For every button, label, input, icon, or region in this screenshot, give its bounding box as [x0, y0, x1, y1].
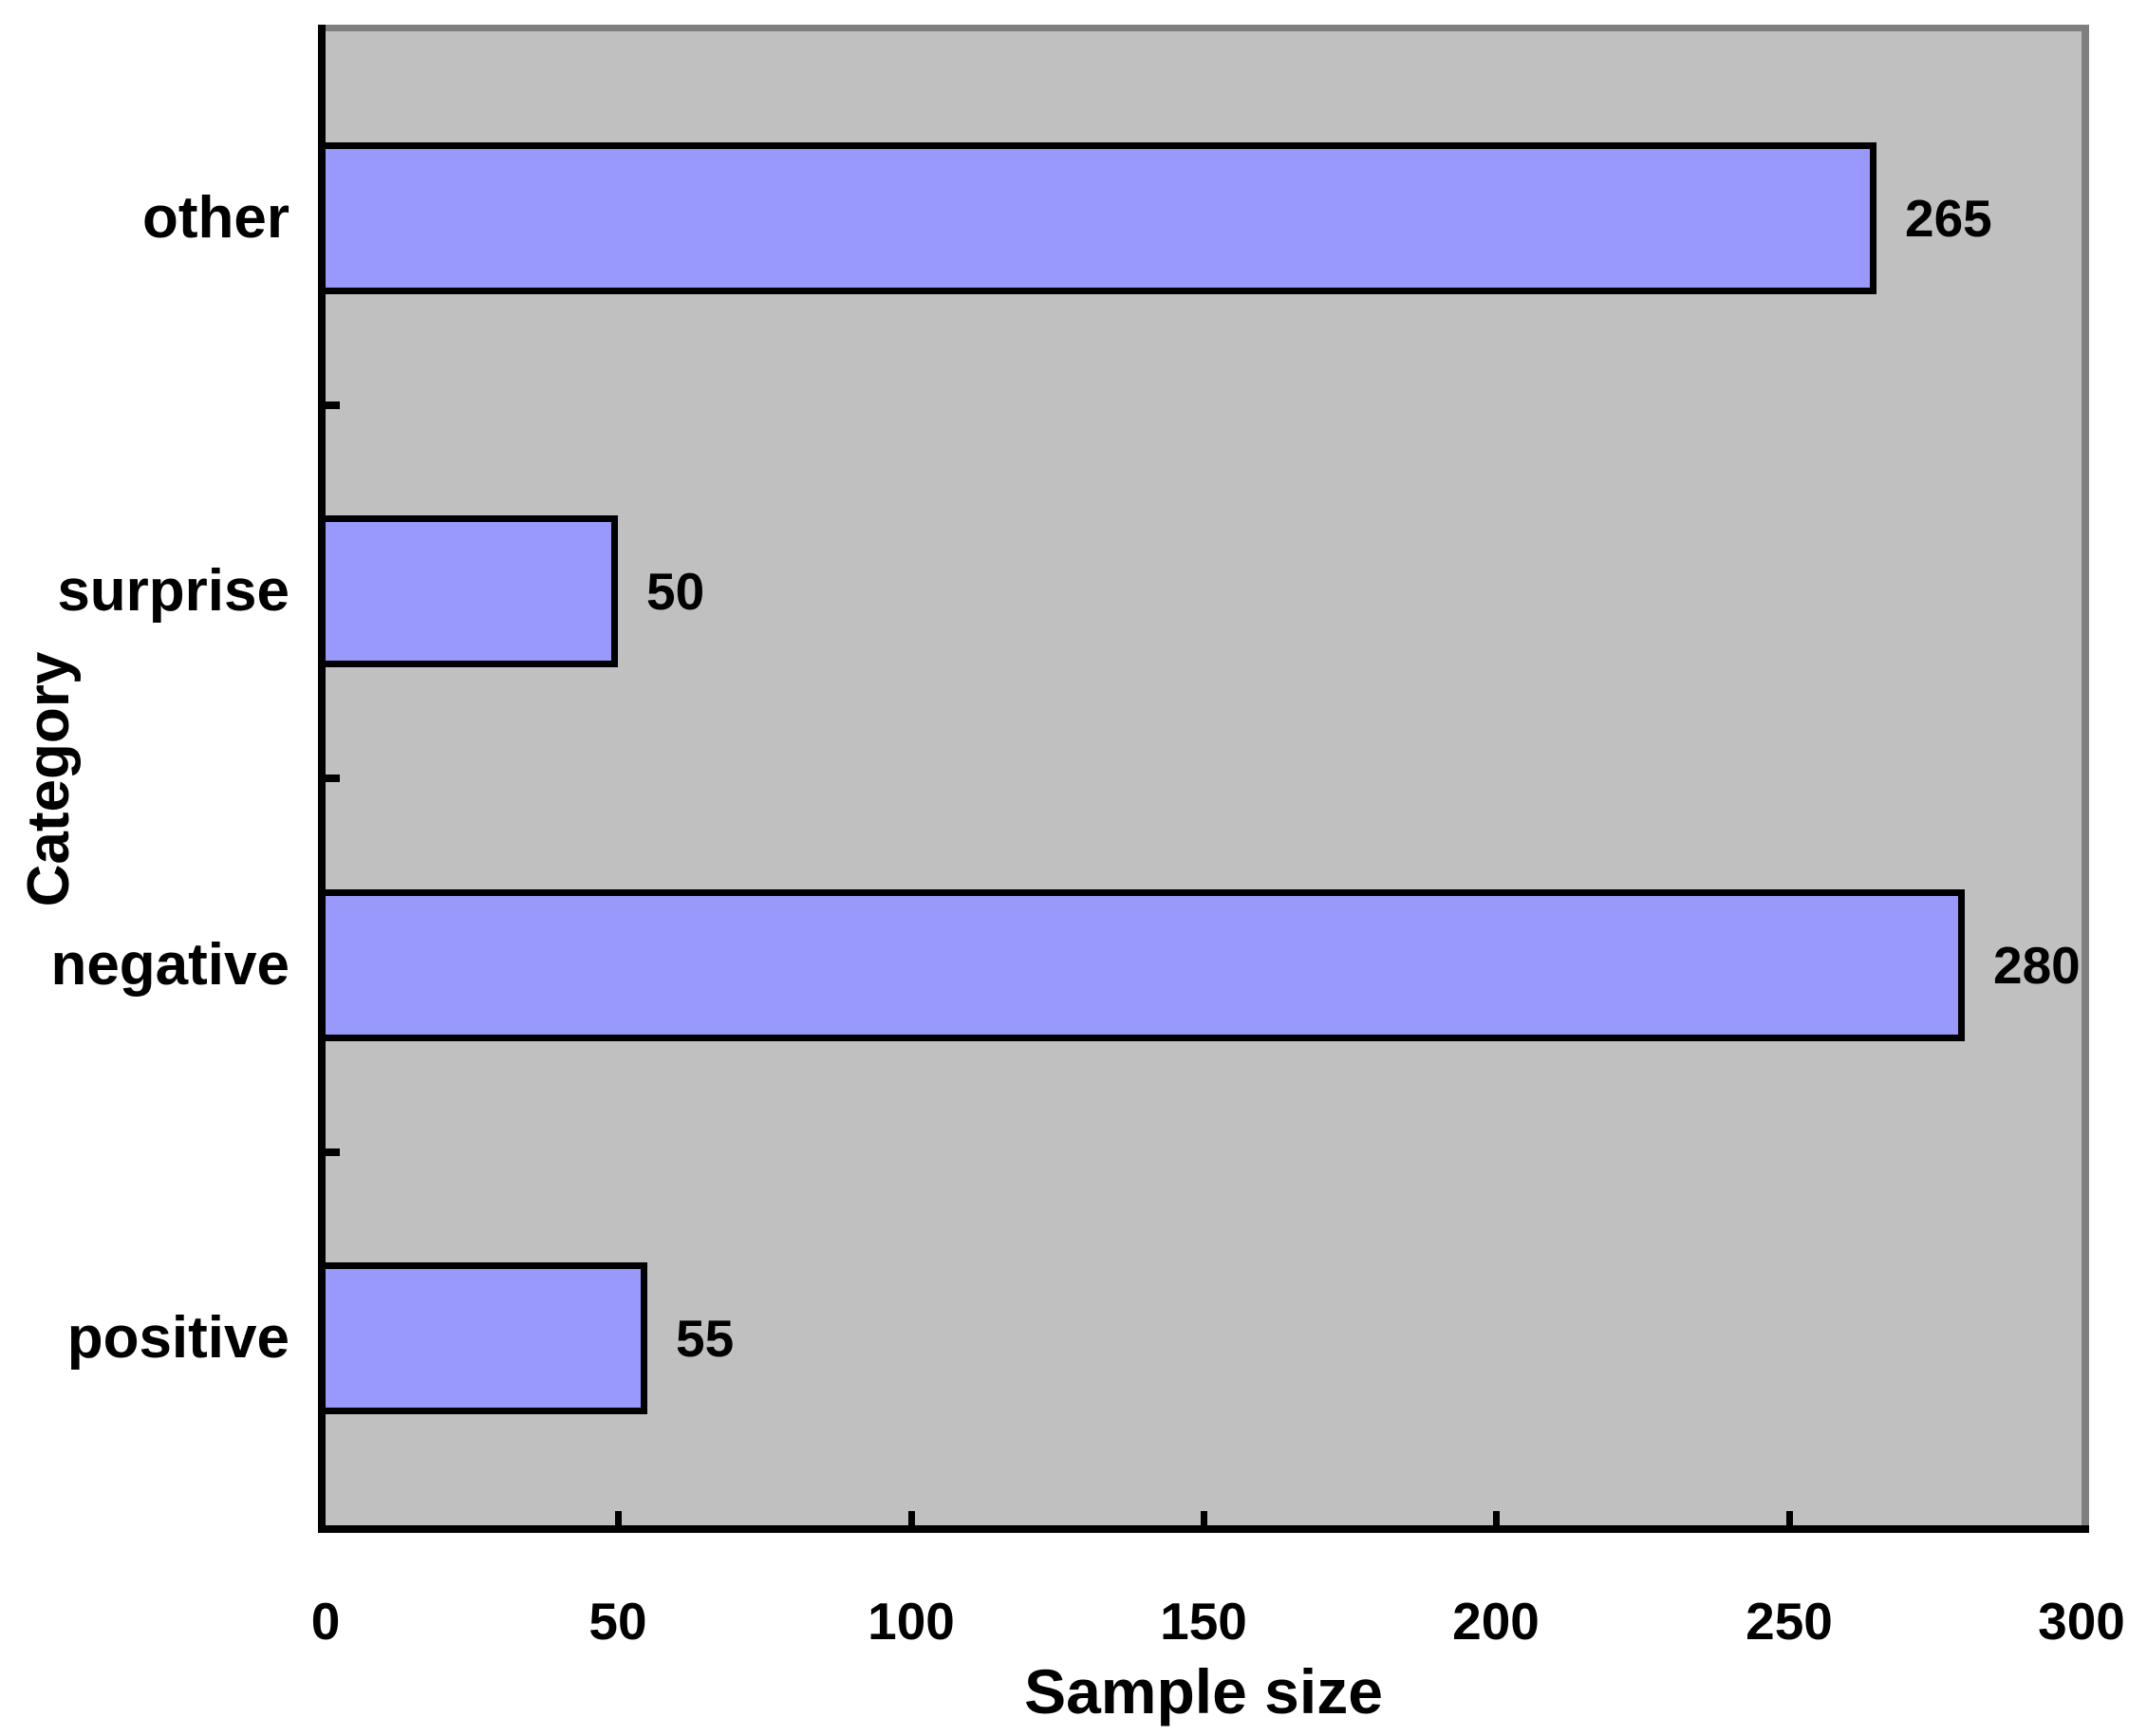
x-tick-label-50: 50 — [588, 1592, 647, 1651]
x-axis-line — [318, 1525, 2089, 1533]
value-label-negative: 280 — [1993, 936, 2081, 995]
x-tick-label-150: 150 — [1160, 1592, 1247, 1651]
bar-positive — [326, 1262, 647, 1414]
x-tick-label-200: 200 — [1452, 1592, 1540, 1651]
x-tick-label-250: 250 — [1746, 1592, 1833, 1651]
x-axis-tick — [1201, 1511, 1207, 1525]
plot-border-right — [2082, 25, 2089, 1525]
x-axis-tick — [1493, 1511, 1500, 1525]
x-tick-label-300: 300 — [2038, 1592, 2125, 1651]
category-label-surprise: surprise — [57, 558, 289, 624]
value-label-other: 265 — [1905, 189, 1992, 248]
y-axis-tick — [326, 775, 340, 782]
category-label-positive: positive — [66, 1305, 289, 1371]
bar-other — [326, 142, 1876, 294]
bar-negative — [326, 889, 1965, 1041]
x-axis-title: Sample size — [1024, 1656, 1383, 1727]
plot-border-top — [326, 25, 2089, 31]
value-label-positive: 55 — [676, 1309, 735, 1368]
y-axis-tick — [326, 1148, 340, 1156]
x-axis-tick — [615, 1511, 622, 1525]
category-label-other: other — [142, 185, 289, 251]
y-axis-line — [318, 25, 326, 1533]
y-axis-tick — [326, 401, 340, 409]
y-axis-title: Category — [16, 651, 82, 907]
x-axis-tick — [1786, 1511, 1793, 1525]
x-tick-label-0: 0 — [310, 1592, 341, 1651]
value-label-surprise: 50 — [646, 562, 705, 621]
x-axis-tick — [908, 1511, 915, 1525]
bar-surprise — [326, 515, 618, 667]
x-tick-label-100: 100 — [868, 1592, 955, 1651]
category-label-negative: negative — [50, 932, 289, 998]
